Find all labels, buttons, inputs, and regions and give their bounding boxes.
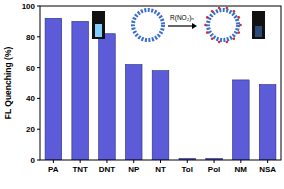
analyte-dot [233, 10, 236, 13]
ring-2 [208, 10, 238, 40]
y-tick [37, 36, 40, 37]
x-tick-label: Pol [208, 165, 220, 174]
bar [45, 18, 62, 160]
x-tick-label: NM [235, 165, 248, 174]
x-tick-label: DNT [99, 165, 116, 174]
analyte-dot [218, 41, 221, 44]
bar [259, 85, 276, 160]
analyte-dot [204, 24, 207, 27]
y-tick [37, 98, 40, 99]
x-tick [53, 160, 54, 163]
ring-1 [133, 10, 163, 40]
y-tick-label: 80 [26, 33, 35, 42]
analyte-dot [218, 7, 221, 10]
analyte-dot [211, 37, 214, 40]
analyte-dot [239, 24, 242, 27]
analyte-dot [237, 31, 240, 34]
y-axis-label: FL Quenching (%) [3, 47, 13, 120]
x-tick-label: PA [48, 165, 59, 174]
x-tick [187, 160, 188, 163]
bar [152, 71, 169, 160]
vial-1-glow [95, 24, 102, 37]
x-tick [80, 160, 81, 163]
bar [125, 65, 142, 160]
analyte-dot [226, 41, 229, 44]
inset [92, 7, 265, 44]
x-tick-label: NSA [259, 165, 276, 174]
x-tick [106, 160, 107, 163]
arrow-line [168, 25, 192, 26]
vial-2-glow [255, 26, 262, 37]
vial-2 [252, 11, 265, 39]
y-tick [37, 6, 40, 7]
frame [40, 6, 281, 160]
x-tick-label: NT [155, 165, 166, 174]
bars [45, 18, 276, 160]
analyte-dot [226, 7, 229, 10]
x-tick [214, 160, 215, 163]
y-tick-label: 20 [26, 125, 35, 134]
x-tick-label: NP [128, 165, 140, 174]
chart: 0 20 40 60 80 100 PA TNT DNT NP NT Tol Pol NM NSA FL Qu… [0, 0, 284, 189]
x-tick-label: Tol [182, 165, 193, 174]
arrow-head [192, 23, 197, 29]
y-tick-label: 60 [26, 64, 35, 73]
y-tick-label: 100 [22, 2, 36, 11]
analyte-dot [237, 16, 240, 19]
annotation: R(NO₂)ₙ [170, 14, 194, 22]
x-tick [267, 160, 268, 163]
y-tick-label: 40 [26, 94, 35, 103]
x-tick [240, 160, 241, 163]
analyte-dot [211, 10, 214, 13]
bar [72, 21, 89, 160]
x-tick [160, 160, 161, 163]
bar [233, 80, 250, 160]
x-tick [133, 160, 134, 163]
vial-1 [92, 11, 105, 39]
y-tick [37, 160, 40, 161]
y-tick [37, 67, 40, 68]
bar [99, 34, 116, 160]
analyte-dot [206, 31, 209, 34]
y-tick [37, 129, 40, 130]
x-tick-label: TNT [72, 165, 88, 174]
analyte-dot [233, 37, 236, 40]
analyte-dot [206, 16, 209, 19]
y-tick-label: 0 [31, 156, 36, 165]
